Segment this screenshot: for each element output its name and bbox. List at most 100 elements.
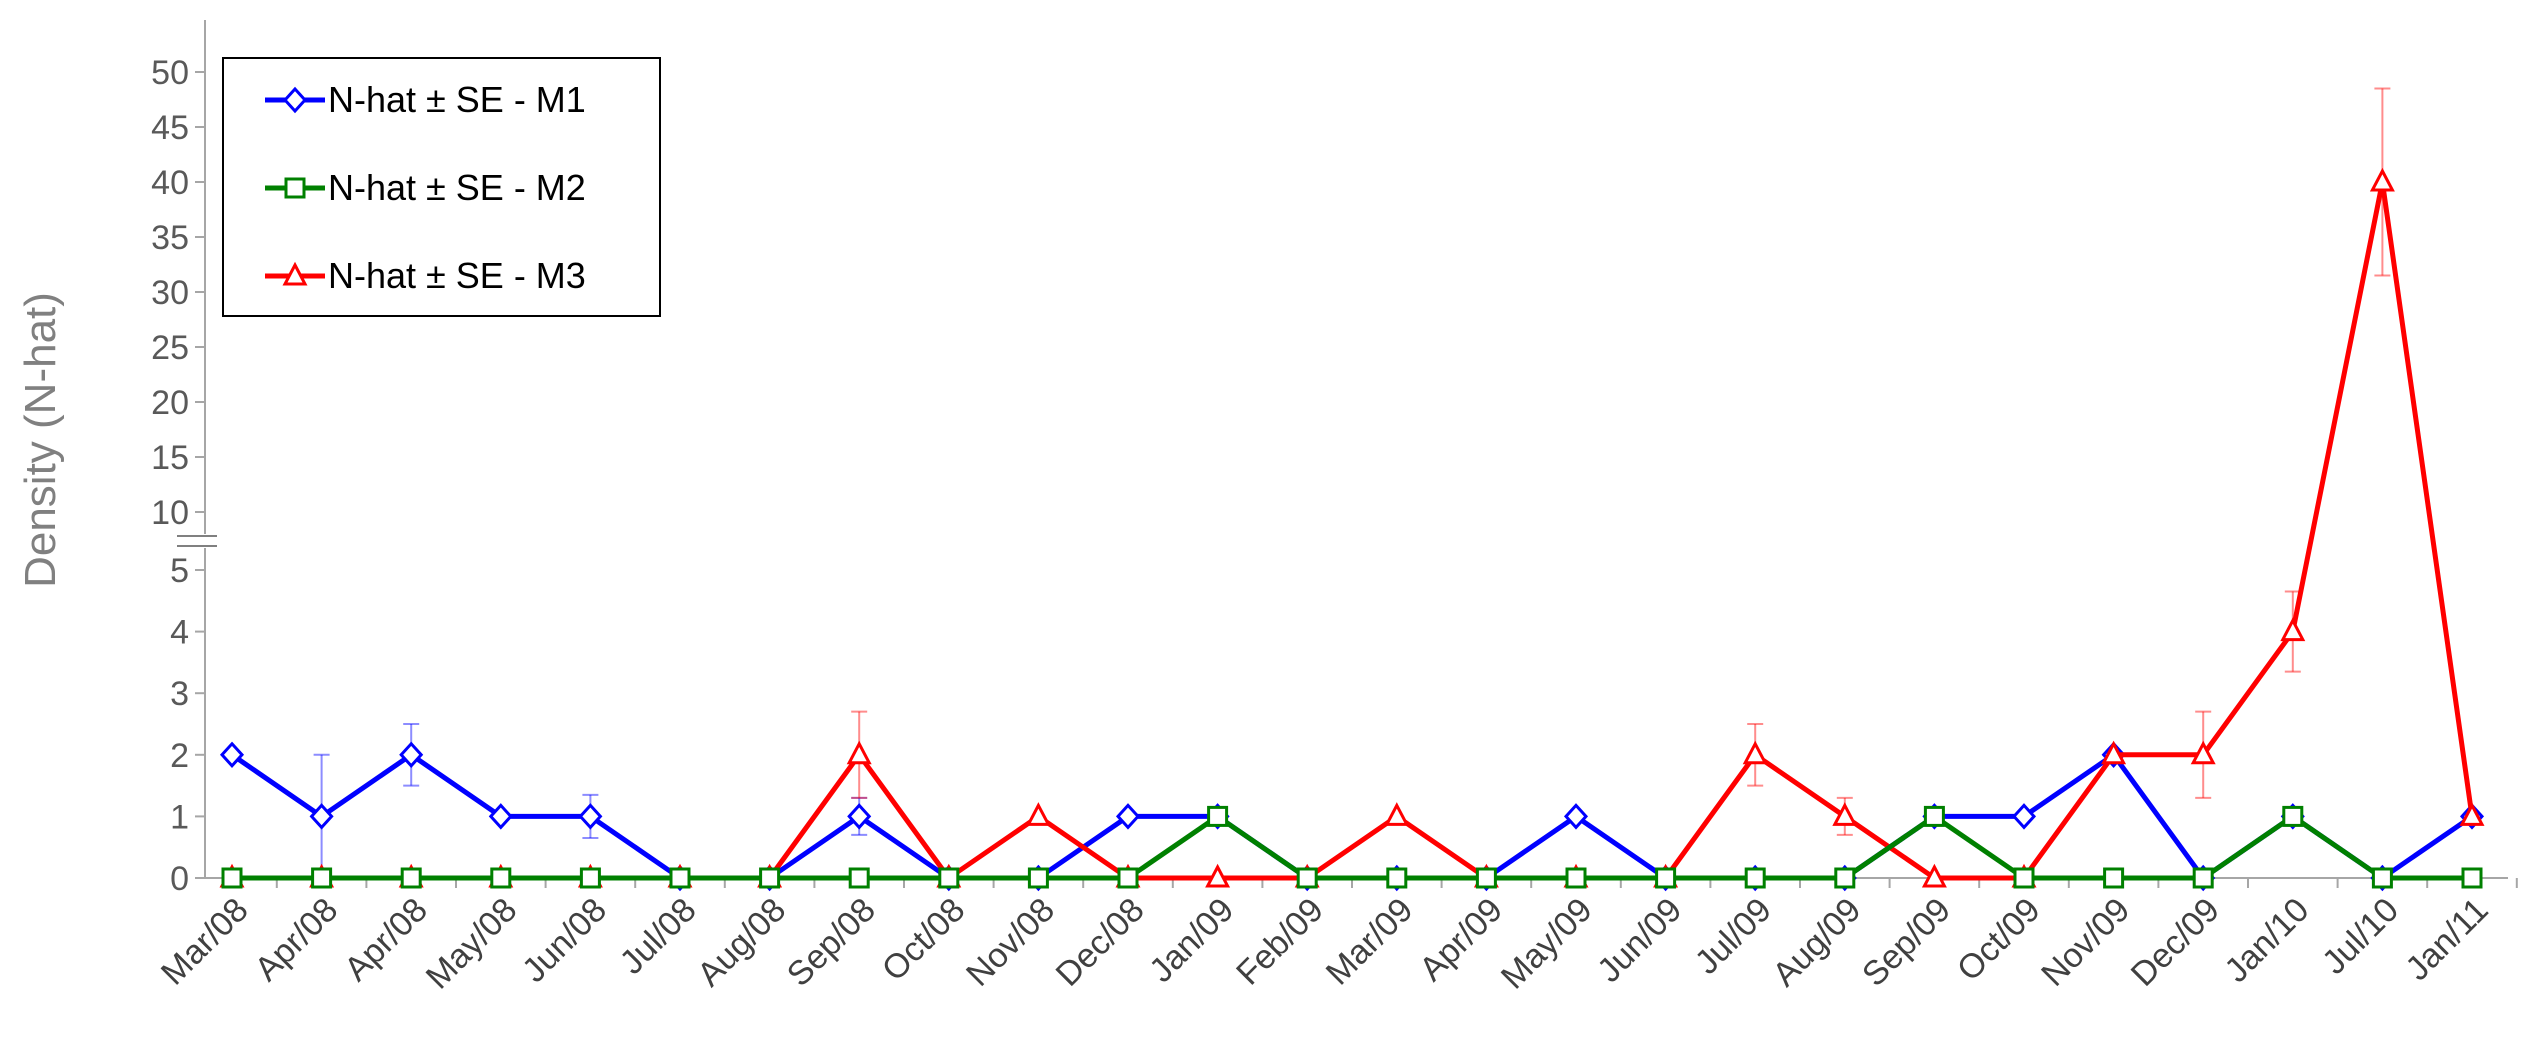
y-tick-label: 35	[151, 219, 189, 257]
data-point	[1744, 867, 1766, 889]
x-tick-label: Dec/08	[1049, 891, 1152, 994]
data-point	[221, 867, 243, 889]
data-point	[1921, 863, 1947, 888]
legend-item: N-hat ± SE - M1	[265, 79, 586, 120]
data-point	[2280, 617, 2306, 642]
y-tick-label: 15	[151, 439, 189, 477]
data-point	[282, 86, 308, 114]
data-point	[1025, 802, 1051, 826]
data-point	[2103, 867, 2125, 889]
x-tick-label: Oct/09	[1950, 891, 2048, 989]
data-point	[1832, 802, 1858, 826]
x-tick-label: Jan/09	[1142, 891, 1241, 990]
data-point	[1475, 867, 1497, 889]
legend: N-hat ± SE - M1 N-hat ± SE - M2 N-hat ± SE…	[222, 57, 661, 317]
data-point	[1742, 740, 1768, 765]
y-tick-label: 1	[170, 798, 189, 836]
data-point	[2013, 867, 2035, 889]
x-tick-label: Feb/09	[1229, 891, 1331, 993]
x-tick-label: Nov/08	[959, 891, 1062, 994]
y-axis-label: Density (N-hat)	[16, 292, 65, 588]
data-point	[1386, 867, 1408, 889]
y-tick-label: 10	[151, 494, 189, 532]
x-tick-label: Sep/09	[1855, 891, 1958, 994]
data-point	[284, 177, 306, 199]
data-point	[669, 867, 691, 889]
series-1	[219, 723, 2485, 892]
data-point	[1834, 867, 1856, 889]
data-point	[578, 803, 603, 830]
y-tick-label: 40	[151, 164, 189, 202]
axis-break-gap	[175, 534, 223, 548]
data-point	[399, 741, 424, 769]
y-tick-label: 2	[170, 737, 189, 775]
x-tick-labels: Mar/08Apr/08Apr/08May/08Jun/08Jul/08Aug/…	[154, 891, 2496, 997]
data-point	[490, 867, 512, 889]
x-tick-label: Apr/08	[337, 891, 435, 989]
legend-item: N-hat ± SE - M3	[265, 255, 586, 296]
y-tick-label: 5	[170, 552, 189, 590]
y-tick-label: 25	[151, 329, 189, 367]
data-point	[1563, 803, 1589, 830]
data-point	[846, 740, 872, 765]
x-tick-label: Mar/09	[1319, 891, 1421, 993]
x-tick-label: Jun/09	[1590, 891, 1689, 990]
legend-label: N-hat ± SE - M1	[328, 79, 586, 120]
data-point	[311, 867, 333, 889]
x-tick-label: Aug/09	[1765, 891, 1868, 994]
data-point	[847, 803, 872, 830]
legend-label: N-hat ± SE - M2	[328, 167, 586, 208]
data-point	[938, 867, 960, 889]
x-tick-label: Jan/11	[2398, 891, 2495, 988]
series-2	[221, 805, 2483, 889]
x-tick-label: Aug/08	[690, 891, 793, 994]
data-point	[759, 867, 781, 889]
data-point	[282, 261, 308, 286]
data-point	[1117, 867, 1139, 889]
y-tick-label: 3	[170, 675, 189, 713]
y-tick-label: 4	[170, 614, 189, 652]
x-tick-label: Dec/09	[2124, 891, 2227, 994]
x-tick-label: Sep/08	[780, 891, 883, 994]
x-tick-label: Apr/08	[248, 891, 346, 989]
legend-label: N-hat ± SE - M3	[328, 255, 586, 296]
y-tick-label: 0	[170, 860, 189, 898]
x-tick-label: Nov/09	[2034, 891, 2137, 994]
data-point	[2011, 803, 2037, 830]
data-point	[2371, 867, 2393, 889]
y-tick-label: 20	[151, 384, 189, 422]
data-point	[1027, 867, 1049, 889]
data-point	[2369, 167, 2395, 192]
data-point	[1565, 867, 1587, 889]
data-point	[848, 867, 870, 889]
data-point	[2461, 867, 2483, 889]
data-point	[309, 803, 334, 830]
x-tick-label: Apr/09	[1412, 891, 1510, 989]
data-point	[2101, 740, 2127, 765]
x-tick-label: Jun/08	[515, 891, 614, 990]
data-point	[219, 741, 245, 769]
data-point	[1655, 867, 1677, 889]
data-point	[400, 867, 422, 889]
data-point	[2190, 740, 2216, 765]
data-point	[2459, 802, 2485, 826]
y-tick-label: 50	[151, 54, 189, 92]
data-point	[2282, 805, 2304, 827]
series-line	[230, 752, 2474, 881]
x-tick-label: May/09	[1494, 891, 1600, 997]
data-point	[579, 867, 601, 889]
data-point	[1296, 867, 1318, 889]
data-point	[1207, 805, 1229, 827]
x-tick-label: Jan/10	[2217, 891, 2316, 990]
series-layer	[219, 87, 2485, 892]
data-point	[2192, 867, 2214, 889]
y-tick-label: 45	[151, 109, 189, 147]
x-tick-label: Jul/10	[2315, 891, 2406, 982]
legend-item: N-hat ± SE - M2	[265, 167, 586, 208]
data-point	[1384, 802, 1410, 826]
y-tick-label: 30	[151, 274, 189, 312]
x-tick-label: Mar/08	[154, 891, 256, 993]
data-point	[1923, 805, 1945, 827]
